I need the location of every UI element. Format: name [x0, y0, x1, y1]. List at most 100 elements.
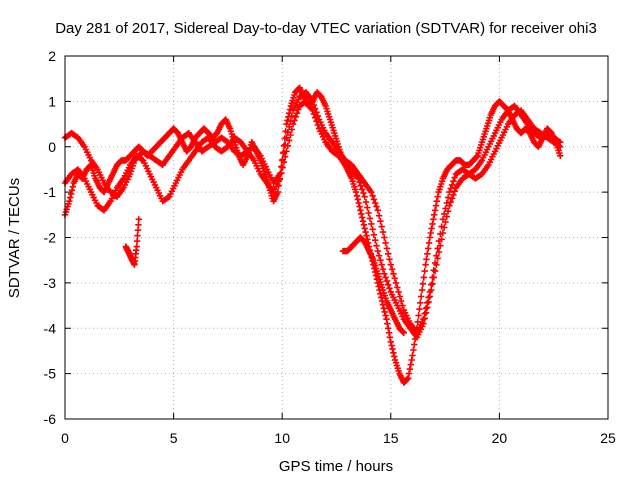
data-point: [278, 169, 285, 177]
y-tick-label: -2: [44, 230, 57, 246]
data-point: [381, 234, 388, 241]
data-point: [430, 274, 437, 281]
data-point: [444, 194, 452, 201]
y-tick-label: -5: [44, 366, 57, 382]
data-point: [447, 198, 454, 206]
data-point: [450, 178, 457, 185]
data-point: [421, 267, 428, 275]
data-point: [428, 225, 435, 232]
y-tick-label: 2: [48, 48, 56, 64]
axis-ticks: 0 5 10 15 20 25 -6 -5 -4 -3 -2 -1 0 1 2: [44, 48, 616, 446]
data-point: [375, 212, 383, 219]
data-point: [385, 250, 392, 257]
x-tick-label: 15: [383, 430, 399, 446]
data-point: [352, 188, 360, 196]
data-point: [430, 267, 437, 274]
y-tick-label: 1: [48, 93, 56, 109]
data-point: [287, 131, 294, 139]
data-point: [378, 261, 385, 268]
data-point: [354, 196, 361, 203]
data-point: [369, 226, 376, 233]
data-points: [61, 84, 564, 386]
data-point: [439, 229, 447, 237]
data-point: [360, 221, 368, 228]
data-point: [365, 209, 372, 217]
data-point: [382, 312, 389, 319]
data-point: [361, 193, 368, 200]
data-point: [444, 208, 452, 215]
data-point: [418, 286, 426, 294]
data-point: [410, 346, 417, 354]
data-point: [422, 309, 430, 316]
grid-lines: [65, 56, 608, 419]
data-point: [368, 220, 375, 228]
data-point: [288, 112, 295, 120]
data-point: [279, 164, 286, 171]
data-point: [435, 248, 443, 256]
data-point: [555, 142, 563, 149]
data-point: [360, 189, 367, 197]
data-point: [438, 236, 445, 243]
data-point: [379, 228, 387, 236]
x-tick-label: 5: [170, 430, 178, 446]
data-point: [383, 277, 391, 285]
data-point: [388, 266, 396, 273]
data-point: [164, 194, 172, 201]
data-point: [391, 353, 398, 360]
data-point: [135, 221, 142, 228]
data-point: [288, 126, 295, 133]
data-point: [451, 188, 458, 195]
data-point: [390, 349, 397, 356]
data-point: [409, 352, 416, 359]
data-point: [428, 281, 435, 288]
data-point: [284, 117, 291, 124]
y-tick-label: -6: [44, 411, 57, 427]
data-point: [286, 137, 293, 144]
data-point: [442, 218, 449, 226]
data-point: [67, 194, 74, 201]
data-point: [395, 288, 402, 296]
data-point: [451, 174, 458, 181]
data-point: [418, 293, 425, 300]
data-point: [372, 237, 379, 244]
data-point: [289, 120, 297, 128]
data-point: [420, 320, 427, 327]
data-point: [389, 345, 396, 353]
data-point: [382, 239, 389, 247]
data-point: [375, 252, 383, 259]
data-point: [377, 218, 384, 225]
data-point: [394, 284, 401, 291]
data-point: [361, 225, 368, 232]
data-point: [431, 211, 438, 218]
data-point: [392, 279, 400, 287]
data-point: [358, 210, 365, 218]
data-point: [370, 231, 378, 238]
data-point: [406, 365, 414, 373]
data-point: [443, 213, 450, 220]
chart-title: Day 281 of 2017, Sidereal Day-to-day VTE…: [55, 20, 597, 37]
data-point: [370, 196, 378, 203]
data-point: [374, 247, 381, 255]
data-point: [364, 204, 371, 211]
data-point: [293, 110, 301, 117]
data-point: [423, 256, 430, 263]
data-point: [407, 361, 414, 368]
data-point: [387, 261, 394, 268]
data-point: [284, 142, 291, 149]
data-point: [421, 315, 428, 322]
data-point: [286, 106, 294, 113]
data-point: [312, 114, 319, 121]
data-point: [386, 256, 393, 263]
data-point: [425, 298, 432, 306]
data-point: [450, 191, 457, 198]
data-point: [390, 270, 397, 277]
data-point: [353, 192, 361, 199]
data-point: [416, 306, 423, 313]
data-point: [134, 232, 141, 239]
data-point: [431, 267, 439, 275]
data-point: [387, 338, 394, 346]
data-point: [310, 110, 318, 118]
data-point: [314, 121, 321, 129]
